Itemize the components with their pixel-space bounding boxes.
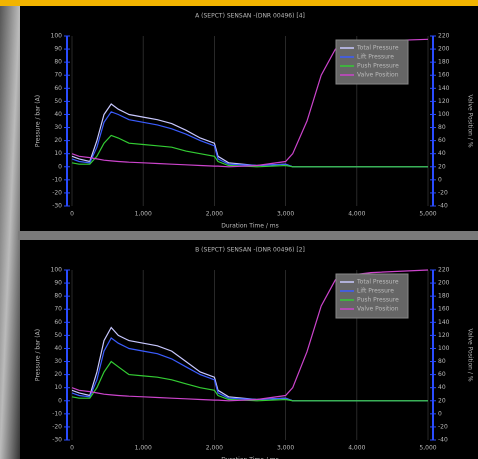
y-tick-label: 40 xyxy=(54,111,62,118)
y-tick-label: 10 xyxy=(54,384,62,391)
x-tick-label: 3,000 xyxy=(277,445,294,452)
y-tick-label: 0 xyxy=(58,163,62,170)
y2-tick-label: 140 xyxy=(438,85,450,92)
y-tick-label: 90 xyxy=(54,46,62,53)
x-tick-label: 5,000 xyxy=(419,211,436,218)
y2-axis-label: Valve Position / % xyxy=(467,94,474,147)
y2-tick-label: -20 xyxy=(438,423,448,430)
legend-label: Valve Position xyxy=(357,306,399,313)
y-tick-label: 100 xyxy=(51,33,63,40)
y-tick-label: 40 xyxy=(54,345,62,352)
x-axis-label: Duration Time / ms xyxy=(221,223,278,230)
y-tick-label: 80 xyxy=(54,293,62,300)
y2-tick-label: 220 xyxy=(438,267,450,274)
series-line xyxy=(71,269,429,402)
y2-tick-label: 100 xyxy=(438,111,450,118)
legend-label: Total Pressure xyxy=(356,279,399,286)
x-tick-label: 4,000 xyxy=(348,445,365,452)
y2-tick-label: 0 xyxy=(438,410,442,417)
y-tick-label: 60 xyxy=(54,85,62,92)
y2-tick-label: 0 xyxy=(438,176,442,183)
y-tick-label: 90 xyxy=(54,280,62,287)
y-axis-label: Pressure / bar (A) xyxy=(35,329,42,381)
legend-label: Push Pressure xyxy=(357,297,399,304)
series-line xyxy=(71,134,428,168)
x-axis-label: Duration Time / ms xyxy=(221,457,278,459)
y2-tick-label: -20 xyxy=(438,189,448,196)
y-tick-label: 80 xyxy=(54,59,62,66)
x-tick-label: 2,000 xyxy=(206,445,223,452)
y-tick-label: -20 xyxy=(52,189,62,196)
legend-label: Lift Pressure xyxy=(357,288,394,295)
legend-label: Lift Pressure xyxy=(357,54,394,61)
y-tick-label: 100 xyxy=(51,267,63,274)
y2-tick-label: 60 xyxy=(438,371,446,378)
y-tick-label: 20 xyxy=(54,137,62,144)
y-tick-label: -30 xyxy=(52,437,62,444)
x-tick-label: 4,000 xyxy=(348,211,365,218)
y2-tick-label: 20 xyxy=(438,397,446,404)
y2-tick-label: 120 xyxy=(438,98,450,105)
y2-axis-label: Valve Position / % xyxy=(467,328,474,381)
y2-tick-label: 60 xyxy=(438,137,446,144)
legend-label: Valve Position xyxy=(357,72,399,79)
top-bar xyxy=(0,0,478,6)
y2-tick-label: 100 xyxy=(438,345,450,352)
y-tick-label: -10 xyxy=(52,176,62,183)
y2-tick-label: 80 xyxy=(438,358,446,365)
y-tick-label: 70 xyxy=(54,306,62,313)
y2-tick-label: 220 xyxy=(438,33,450,40)
series-line xyxy=(71,360,428,402)
x-tick-label: 0 xyxy=(70,445,74,452)
y2-tick-label: 40 xyxy=(438,384,446,391)
y2-tick-label: 160 xyxy=(438,306,450,313)
legend-label: Push Pressure xyxy=(357,63,399,70)
y2-tick-label: -40 xyxy=(438,203,448,210)
y-tick-label: -10 xyxy=(52,410,62,417)
side-photo xyxy=(0,0,20,459)
x-tick-label: 1,000 xyxy=(135,445,152,452)
y-tick-label: 20 xyxy=(54,371,62,378)
y2-tick-label: 120 xyxy=(438,332,450,339)
x-tick-label: 3,000 xyxy=(277,211,294,218)
y2-tick-label: 200 xyxy=(438,46,450,53)
x-tick-label: 0 xyxy=(70,211,74,218)
y2-tick-label: 200 xyxy=(438,280,450,287)
y2-tick-label: 180 xyxy=(438,59,450,66)
y-axis-label: Pressure / bar (A) xyxy=(35,95,42,147)
y2-tick-label: 20 xyxy=(438,163,446,170)
y-tick-label: 50 xyxy=(54,332,62,339)
y-tick-label: 10 xyxy=(54,150,62,157)
y-tick-label: 0 xyxy=(58,397,62,404)
y2-tick-label: -40 xyxy=(438,437,448,444)
legend-label: Total Pressure xyxy=(356,45,399,52)
x-tick-label: 5,000 xyxy=(419,445,436,452)
y-tick-label: -20 xyxy=(52,423,62,430)
x-tick-label: 2,000 xyxy=(206,211,223,218)
y2-tick-label: 140 xyxy=(438,319,450,326)
x-tick-label: 1,000 xyxy=(135,211,152,218)
y-tick-label: 60 xyxy=(54,319,62,326)
y2-tick-label: 160 xyxy=(438,72,450,79)
y2-tick-label: 180 xyxy=(438,293,450,300)
y-tick-label: 30 xyxy=(54,124,62,131)
y-tick-label: -30 xyxy=(52,203,62,210)
y2-tick-label: 40 xyxy=(438,150,446,157)
y-tick-label: 30 xyxy=(54,358,62,365)
y2-tick-label: 80 xyxy=(438,124,446,131)
divider xyxy=(18,231,478,240)
chart-title: B (SEPCT) SENSAN -(DNR 00496) [2] xyxy=(195,247,305,254)
chart-title: A (SEPCT) SENSAN -(DNR 00496) [4] xyxy=(195,13,305,20)
series-line xyxy=(71,38,429,168)
y-tick-label: 70 xyxy=(54,72,62,79)
y-tick-label: 50 xyxy=(54,98,62,105)
